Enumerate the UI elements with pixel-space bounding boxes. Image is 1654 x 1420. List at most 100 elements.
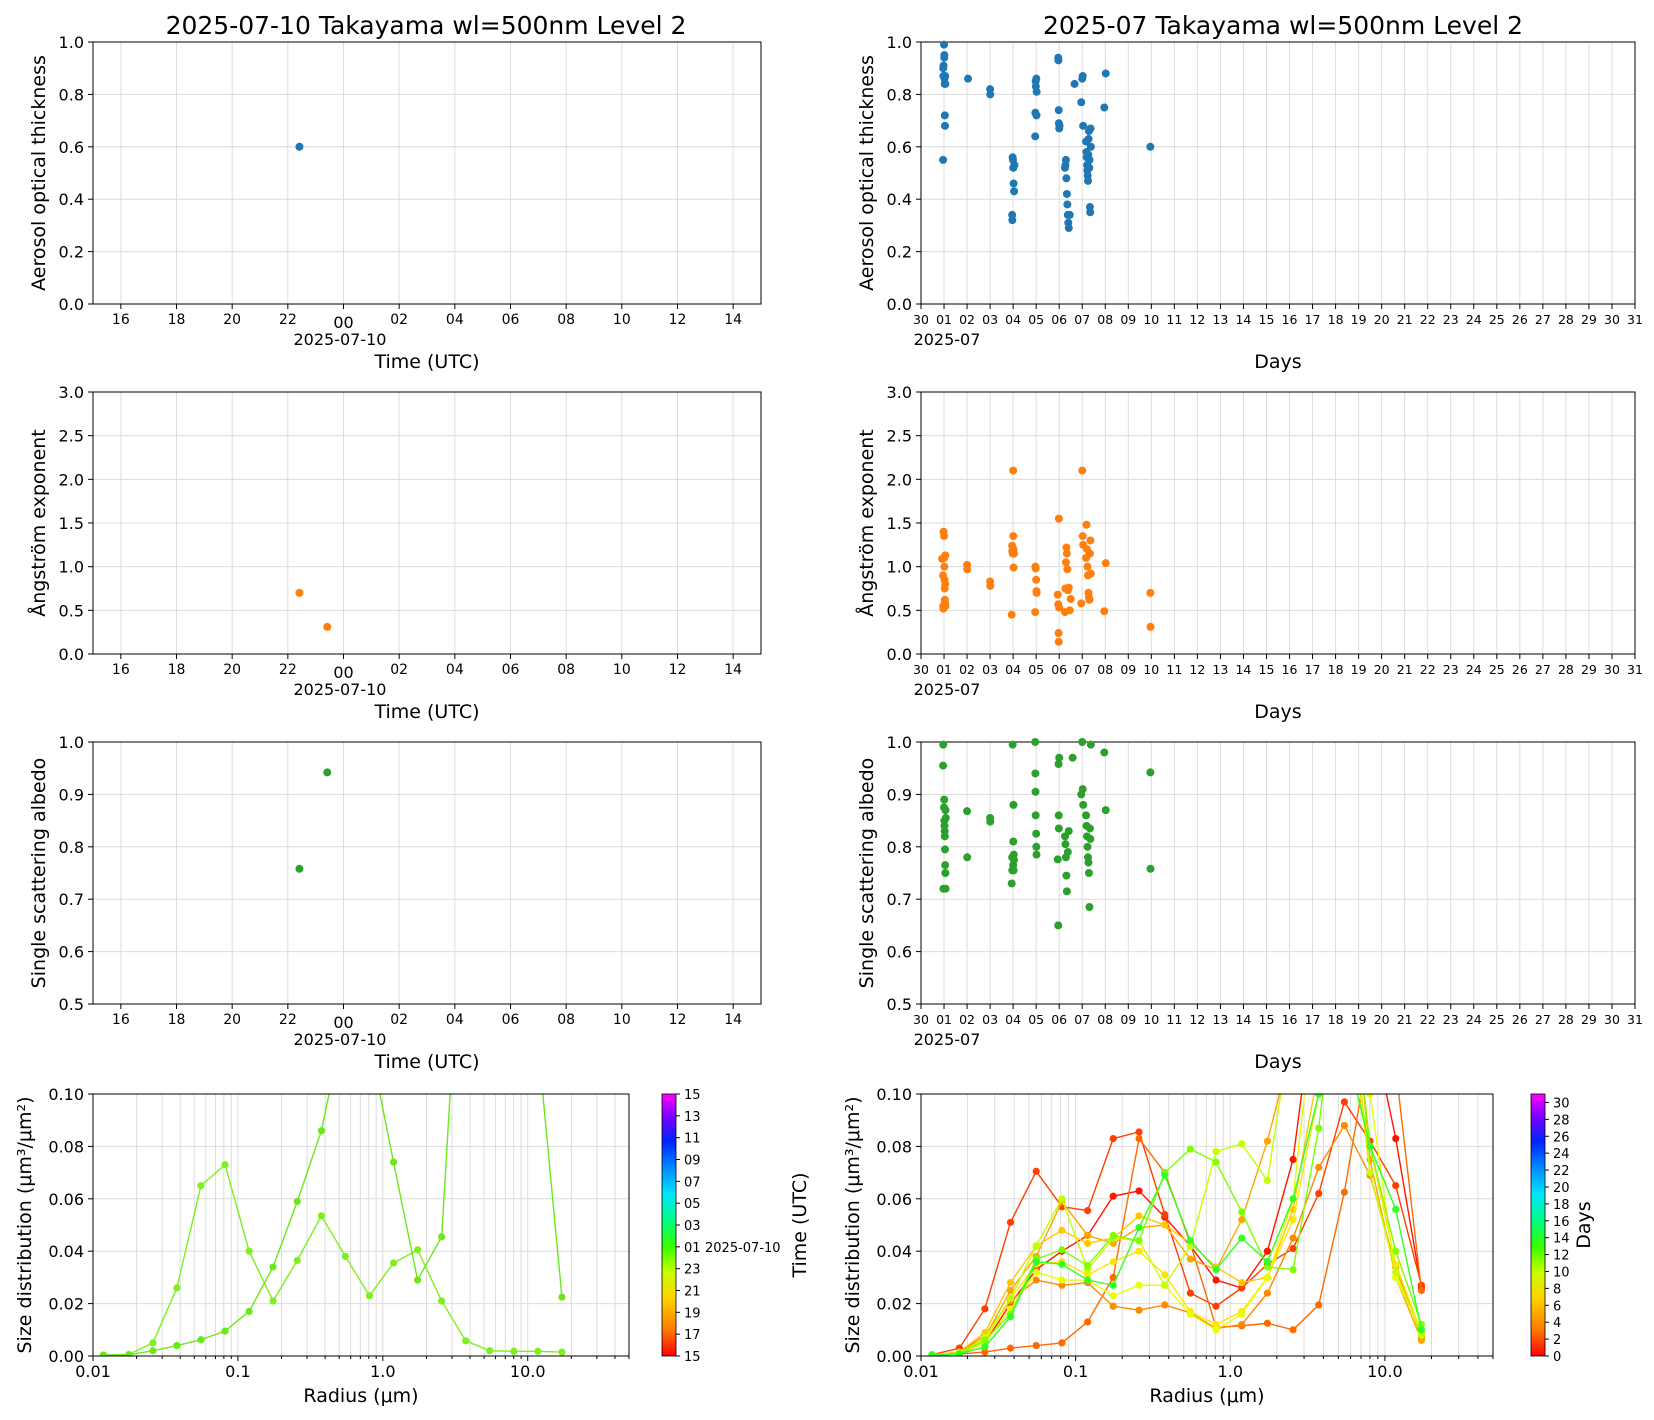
y-tick-label: 0.6 <box>59 943 84 962</box>
data-point <box>1008 740 1017 749</box>
size-distribution-point <box>1109 1231 1117 1240</box>
data-point <box>1062 543 1071 552</box>
data-point <box>1010 549 1019 558</box>
x-tick-label: 15 <box>1259 662 1275 677</box>
x-tick-label: 23 <box>1443 1012 1459 1027</box>
x-tick-label: 27 <box>1535 312 1551 327</box>
x-tick-label: 05 <box>1028 312 1044 327</box>
x-tick-label: 18 <box>1328 662 1344 677</box>
data-point <box>1031 608 1040 617</box>
x-tick-label: 30 <box>913 1012 929 1027</box>
x-tick-label: 03 <box>982 312 998 327</box>
data-point <box>1078 532 1087 541</box>
size-distribution-point <box>510 828 517 835</box>
size-distribution-point <box>341 1252 350 1261</box>
y-axis-label: Ångström exponent <box>27 429 50 617</box>
x-tick-label: 20 <box>1374 1012 1390 1027</box>
y-tick-label: 0.10 <box>48 1085 84 1104</box>
x-tick-label: 30 <box>1604 1012 1620 1027</box>
size-distribution-point <box>1084 1276 1092 1284</box>
y-tick-label: 0.5 <box>59 601 84 620</box>
size-distribution-point <box>1058 1281 1066 1289</box>
size-distribution-point <box>1161 1210 1169 1219</box>
x-tick-label: 03 <box>982 1012 998 1027</box>
y-tick-label: 1.0 <box>887 733 912 752</box>
colorbar-tick-label: 14 <box>1553 1232 1570 1247</box>
data-point <box>1101 806 1110 815</box>
y-tick-label: 0.7 <box>887 890 912 909</box>
size-distribution-point <box>510 1347 518 1355</box>
y-tick-label: 0.4 <box>887 190 912 209</box>
size-distribution-point <box>1392 1205 1400 1213</box>
size-distribution-point <box>1315 1064 1322 1071</box>
x-tick-label: 22 <box>279 662 297 678</box>
data-point <box>941 813 950 822</box>
x-tick-label: 01 <box>936 312 952 327</box>
x-tick-label: 18 <box>168 312 186 328</box>
size-distribution-point <box>1032 1276 1040 1284</box>
size-distribution-point <box>1289 1216 1297 1224</box>
x-tick-label: 10 <box>613 1012 631 1028</box>
data-point <box>1031 787 1040 796</box>
x-tick-label: 07 <box>1074 1012 1090 1027</box>
y-tick-label: 1.0 <box>59 733 84 752</box>
size-distribution-point <box>245 1307 253 1316</box>
days-colorbar-gradient <box>1530 1093 1546 1357</box>
data-point <box>1031 564 1040 573</box>
x-tick-label: 04 <box>1005 662 1021 677</box>
plot-frame <box>92 1093 630 1357</box>
colorbar-tick-label: 2 <box>1553 1333 1561 1348</box>
size-distribution-point <box>1238 1279 1246 1287</box>
size-distribution-point <box>1109 1192 1117 1200</box>
x-tick-label: 01 <box>936 662 952 677</box>
size-distribution-daily-panel: 0.01 0.1 1.0 10.0 0.00 0.02 0.04 0.06 0.08 0.10 Ra… <box>14 828 630 1407</box>
data-point <box>1086 536 1095 545</box>
size-distribution-point <box>928 1351 936 1356</box>
size-distribution-line <box>932 1094 1423 1356</box>
size-distribution-line <box>932 1124 1423 1356</box>
data-point <box>1031 769 1040 778</box>
x-tick-label: 13 <box>1212 1012 1228 1027</box>
x-tick-label: 30 <box>913 312 929 327</box>
x-tick-label: 06 <box>1051 312 1067 327</box>
x-tick-label: 09 <box>1120 1012 1136 1027</box>
size-distribution-point <box>1135 1237 1143 1245</box>
x-tick-label: 15 <box>1259 1012 1275 1027</box>
x-tick-label: 06 <box>502 662 520 678</box>
x-tick-label: 21 <box>1397 1012 1413 1027</box>
data-point <box>1146 864 1155 873</box>
data-point <box>1085 549 1094 558</box>
y-tick-label: 0.0 <box>59 645 84 664</box>
size-distribution-point <box>1340 1188 1348 1196</box>
data-point <box>1082 811 1091 820</box>
size-distribution-point <box>1058 1246 1066 1254</box>
data-point <box>1031 738 1040 746</box>
x-tick-label: 14 <box>724 1012 742 1028</box>
colorbar-tick-label: 8 <box>1553 1282 1561 1297</box>
data-point <box>1032 74 1041 83</box>
x-tick-label: 08 <box>557 1012 575 1028</box>
size-distribution-point <box>1084 1239 1092 1247</box>
data-point <box>1066 594 1075 603</box>
x-tick-label: 04 <box>446 1012 464 1028</box>
x-tick-label: 00 <box>333 663 353 682</box>
data-point <box>1082 520 1091 529</box>
size-distribution-point <box>1315 959 1322 966</box>
y-axis-label: Aerosol optical thickness <box>28 55 50 291</box>
x-axis-label: Radius (μm) <box>1149 1385 1264 1407</box>
x-tick-label: 23 <box>1443 662 1459 677</box>
y-axis-label: Ångström exponent <box>855 429 878 617</box>
x-tick-label: 27 <box>1535 1012 1551 1027</box>
y-tick-label: 0.2 <box>887 243 912 262</box>
data-point <box>1078 785 1087 794</box>
data-point <box>1084 134 1093 143</box>
x-tick-label: 18 <box>1328 312 1344 327</box>
size-distribution-point <box>1341 828 1348 835</box>
size-distribution-point <box>1135 1134 1143 1143</box>
x-date-label: 2025-07 <box>914 680 981 699</box>
size-distribution-point <box>293 1197 301 1206</box>
size-distribution-point <box>1084 1206 1092 1215</box>
angstrom-monthly-panel: 30 01 02 03 04 05 06 07 08 09 10 11 12 13 14 15 16 17 18 19… <box>855 383 1643 723</box>
x-tick-label: 16 <box>112 662 130 678</box>
plot-frame <box>920 741 1636 1005</box>
